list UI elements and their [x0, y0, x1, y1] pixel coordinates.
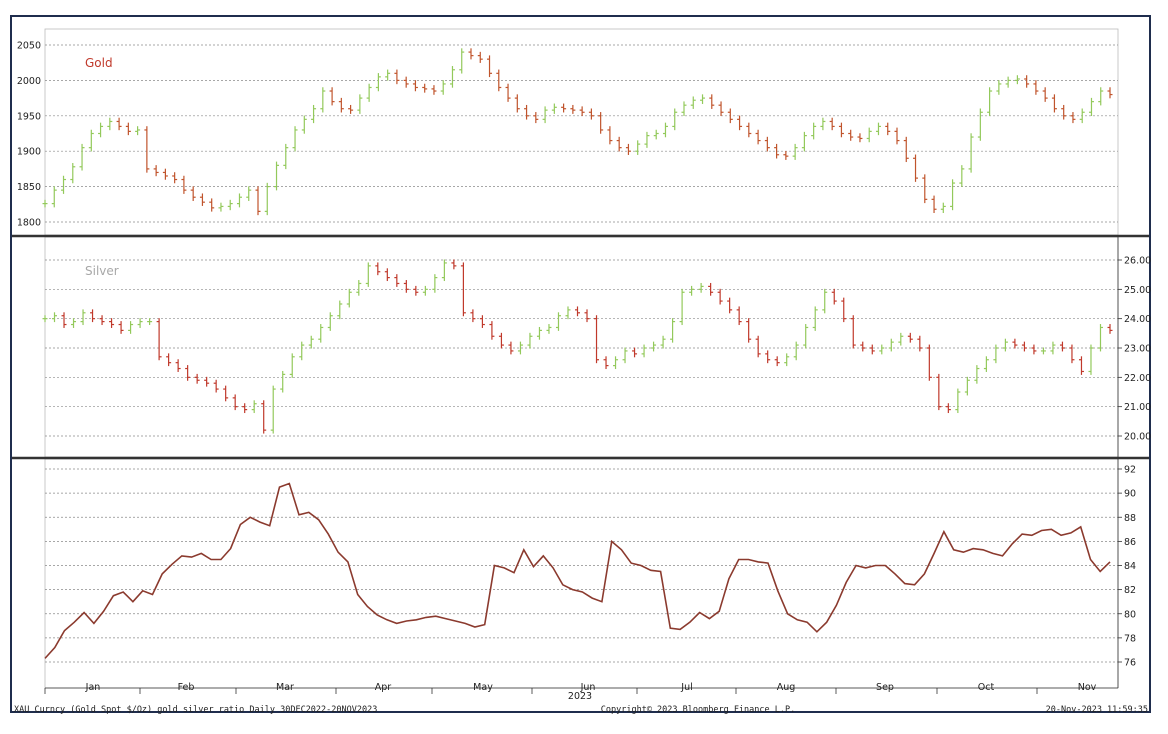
x-tick-label: Mar — [276, 682, 294, 693]
panel-title: Gold — [85, 56, 113, 70]
y-tick-label: 25.00 — [1124, 285, 1151, 296]
x-tick-label: Jun — [580, 682, 596, 693]
y-tick-label: 76 — [1124, 658, 1136, 669]
series-line — [44, 482, 1111, 659]
y-tick-label: 78 — [1124, 633, 1136, 644]
x-tick-label: Nov — [1078, 682, 1097, 693]
y-tick-label: 21.00 — [1124, 402, 1151, 413]
x-tick-label: Feb — [178, 682, 195, 693]
x-tick-label: Jul — [680, 682, 692, 693]
y-tick-label: 88 — [1124, 513, 1136, 524]
x-tick-label: May — [473, 682, 493, 693]
y-tick-label: 1850 — [17, 182, 41, 193]
y-tick-label: 20.00 — [1124, 432, 1151, 443]
y-tick-label: 82 — [1124, 585, 1136, 596]
panel-2-plot-border — [44, 236, 1119, 458]
y-tick-label: 23.00 — [1124, 344, 1151, 355]
y-tick-label: 80 — [1124, 609, 1136, 620]
y-tick-label: 86 — [1124, 537, 1136, 548]
x-tick-label: Jan — [85, 682, 101, 693]
panel-1-plot-border — [44, 28, 1119, 236]
y-tick-label: 2000 — [17, 76, 41, 87]
y-tick-label: 84 — [1124, 561, 1136, 572]
x-tick-label: Apr — [375, 682, 392, 693]
x-tick-label: Sep — [876, 682, 894, 693]
x-axis-year: 2023 — [568, 691, 592, 702]
x-tick-label: Aug — [777, 682, 796, 693]
footer-center: Copyright© 2023 Bloomberg Finance L.P. — [601, 705, 795, 715]
y-tick-label: 26.00 — [1124, 256, 1151, 267]
footer-right: 20-Nov-2023 11:59:35 — [1046, 705, 1148, 715]
y-tick-label: 22.00 — [1124, 373, 1151, 384]
y-tick-label: 1950 — [17, 111, 41, 122]
chart-frame — [10, 15, 1151, 713]
y-tick-label: 92 — [1124, 465, 1136, 476]
y-tick-label: 90 — [1124, 489, 1136, 500]
y-tick-label: 24.00 — [1124, 314, 1151, 325]
y-tick-label: 1800 — [17, 218, 41, 229]
x-tick-label: Oct — [978, 682, 995, 693]
y-tick-label: 1900 — [17, 147, 41, 158]
panel-title: Silver — [85, 264, 119, 278]
footer-left: XAU Curncy (Gold Spot $/Oz) gold silver … — [14, 705, 377, 715]
y-tick-label: 2050 — [17, 41, 41, 52]
